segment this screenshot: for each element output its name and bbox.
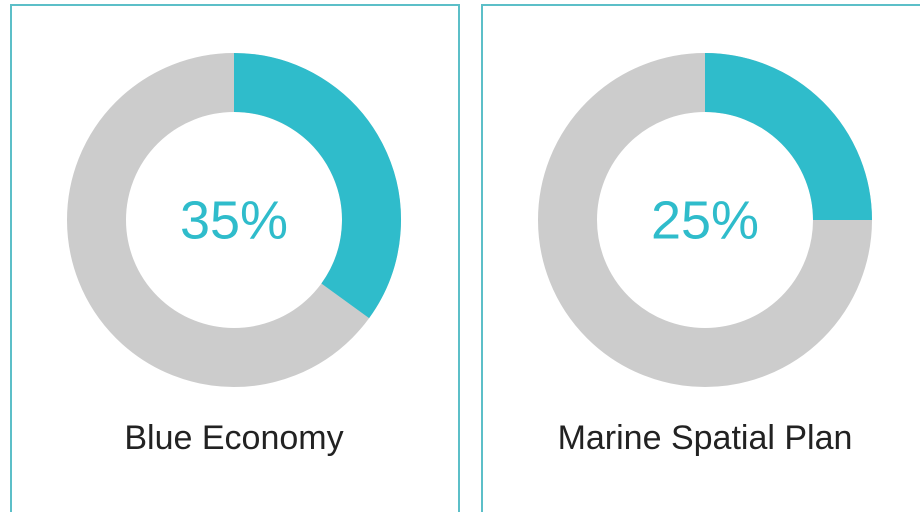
donut-center-label: 35% — [180, 190, 288, 250]
donut-center-label: 25% — [651, 190, 759, 250]
card-title: Marine Spatial Plan — [558, 419, 853, 457]
donut-segment — [704, 53, 872, 221]
donut-segment — [233, 53, 401, 319]
card-title: Blue Economy — [124, 419, 343, 457]
